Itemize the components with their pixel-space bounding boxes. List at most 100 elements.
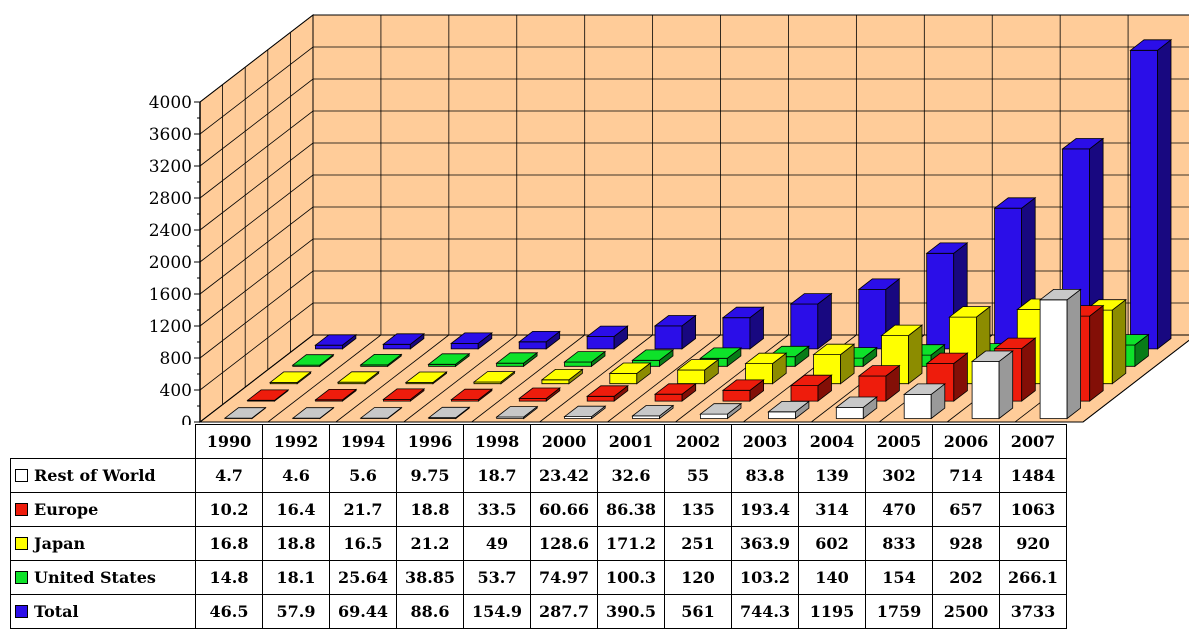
chart-walls <box>198 13 1189 424</box>
bar <box>1038 288 1082 420</box>
bar <box>653 382 697 402</box>
bar-top <box>653 383 697 395</box>
bar-top <box>450 332 493 344</box>
data-label: 32.6 <box>597 458 665 493</box>
floor-line <box>199 334 314 423</box>
y-axis: 0 400 800 1200 1600 2000 2400 2800 3200 3600 4000 <box>149 93 201 425</box>
bar <box>789 374 833 402</box>
bar-top <box>563 405 607 418</box>
bar-top <box>925 352 969 364</box>
bar <box>563 405 607 420</box>
bar-top <box>631 405 675 417</box>
data-label: 25.64 <box>329 560 397 595</box>
y-tick-label: 2800 <box>149 189 192 209</box>
bar-top <box>359 407 403 419</box>
bar-top <box>699 403 743 415</box>
data-label: 602 <box>798 526 866 561</box>
bar-front <box>518 397 547 402</box>
bar <box>857 364 901 402</box>
bar <box>880 324 924 385</box>
legend-entry: Rest of World <box>10 458 196 493</box>
x-tick-label: 1990 <box>195 424 263 459</box>
bar <box>269 371 312 385</box>
bar <box>903 383 946 420</box>
data-label: 1063 <box>999 492 1067 527</box>
data-label: 266.1 <box>999 560 1067 595</box>
bar <box>291 406 335 420</box>
floor-line <box>1082 339 1189 423</box>
bar-front <box>496 362 524 367</box>
bar <box>563 350 607 368</box>
bar-front <box>609 372 638 385</box>
data-label: 10.2 <box>195 492 263 527</box>
data-label: 135 <box>664 492 732 527</box>
data-label: 88.6 <box>396 594 464 629</box>
bar <box>586 384 629 402</box>
bar <box>518 330 561 350</box>
bar <box>427 352 471 368</box>
bars <box>223 38 1173 420</box>
bar <box>653 314 697 350</box>
data-label: 1759 <box>865 594 933 629</box>
bar-top <box>314 334 358 346</box>
data-label: 139 <box>798 458 866 493</box>
table-corner <box>11 425 196 459</box>
x-tick-label: 2001 <box>597 424 665 459</box>
bar-top <box>812 343 856 356</box>
data-label: 470 <box>865 492 933 527</box>
bar-front <box>450 342 479 350</box>
bar <box>608 362 652 385</box>
data-label: 55 <box>664 458 732 493</box>
bar-top <box>518 330 561 343</box>
data-label: 74.97 <box>530 560 598 595</box>
data-label: 714 <box>932 458 1000 493</box>
floor-line <box>403 334 518 423</box>
bar <box>540 368 584 385</box>
x-tick-label: 2005 <box>865 424 933 459</box>
bar-front <box>722 389 751 402</box>
data-table: 1990 1992 1994 1996 1998 2000 2001 2002 2003 2004… <box>10 424 1067 629</box>
data-label: 18.1 <box>262 560 330 595</box>
data-label: 920 <box>999 526 1067 561</box>
bar-side <box>1089 304 1104 402</box>
floor-line <box>539 334 653 423</box>
legend-entry: United States <box>10 560 196 595</box>
table-row: Rest of World 4.7 4.6 5.6 9.75 18.7 23.42 32.6 5… <box>10 458 1067 493</box>
data-label: 154 <box>865 560 933 595</box>
bar <box>246 389 290 402</box>
bar-top <box>450 388 494 401</box>
bar-front <box>835 406 864 419</box>
bar <box>495 405 539 420</box>
bar-front <box>586 395 615 402</box>
bar-top <box>359 353 403 366</box>
bar-top <box>653 315 697 327</box>
bar-side <box>1111 298 1127 385</box>
data-label: 287.7 <box>530 594 598 629</box>
bar-top <box>404 371 448 383</box>
data-label: 928 <box>932 526 1000 561</box>
legend-swatch <box>15 503 28 516</box>
bar <box>223 406 267 420</box>
table-row: Europe 10.2 16.4 21.7 18.8 33.5 60.66 86.38 135 1… <box>10 492 1067 527</box>
legend-swatch <box>15 605 28 618</box>
y-tick-label: 4000 <box>149 93 192 113</box>
legend-entry: Japan <box>10 526 196 561</box>
y-tick-label: 3600 <box>149 125 192 145</box>
bar-top <box>835 396 878 408</box>
data-label: 57.9 <box>262 594 330 629</box>
legend-label: Total <box>34 602 79 621</box>
bar <box>699 402 743 420</box>
bar-top <box>427 406 471 419</box>
bar <box>404 371 448 385</box>
data-label: 193.4 <box>731 492 799 527</box>
bar <box>359 353 403 368</box>
bar-top <box>1129 39 1173 51</box>
data-label: 23.42 <box>530 458 598 493</box>
data-label: 2500 <box>932 594 1000 629</box>
bar-top <box>857 278 901 290</box>
bar <box>382 332 426 350</box>
floor-line <box>267 334 382 423</box>
data-label: 4.7 <box>195 458 263 493</box>
data-label: 21.7 <box>329 492 397 527</box>
bar <box>585 325 629 350</box>
